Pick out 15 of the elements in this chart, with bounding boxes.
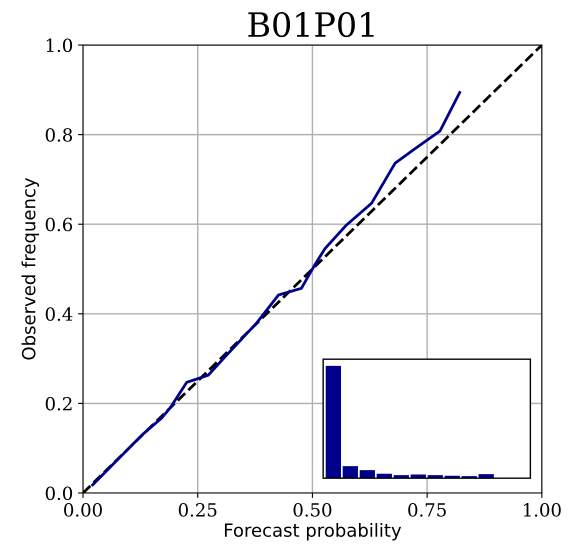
x-tick-label: 0.00 (64, 503, 102, 517)
y-tick-label: 0.2 (46, 396, 72, 411)
y-tick-label: 0.4 (46, 307, 72, 321)
x-tick-label: 1.00 (524, 503, 561, 517)
x-tick-label: 0.75 (408, 503, 446, 517)
y-tick-label: 1.0 (46, 38, 72, 52)
line-series (91, 91, 462, 486)
y-tick-label: 0.6 (46, 218, 72, 232)
x-tick-label: 0.50 (294, 503, 332, 517)
chart-title: B01P01 (248, 12, 374, 38)
x-axis-title: Forecast probability (224, 522, 402, 540)
y-tick-label: 0.0 (46, 486, 72, 500)
y-tick-label: 0.8 (46, 128, 72, 142)
x-tick-label: 0.25 (178, 503, 216, 517)
y-axis-title: Observed frequency (22, 178, 40, 360)
